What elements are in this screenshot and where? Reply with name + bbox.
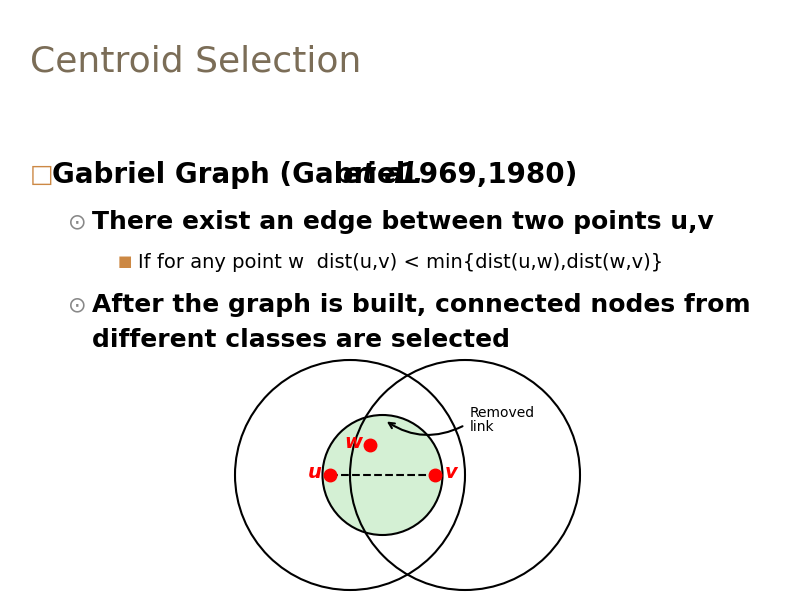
Text: If for any point w  dist(u,v) < min{dist(u,w),dist(w,v)}: If for any point w dist(u,v) < min{dist(…: [138, 252, 663, 271]
Text: ⊙: ⊙: [68, 295, 87, 315]
Text: 1969,1980): 1969,1980): [390, 161, 577, 189]
Text: v: v: [445, 462, 458, 481]
Text: After the graph is built, connected nodes from: After the graph is built, connected node…: [92, 293, 750, 317]
Text: et al.: et al.: [343, 161, 423, 189]
Text: different classes are selected: different classes are selected: [92, 328, 510, 352]
Circle shape: [322, 415, 442, 535]
Text: Removed: Removed: [470, 406, 535, 420]
Text: Centroid Selection: Centroid Selection: [30, 45, 361, 79]
Text: There exist an edge between two points u,v: There exist an edge between two points u…: [92, 210, 714, 234]
Text: u: u: [308, 462, 322, 481]
Text: Gabriel Graph (Gabriel: Gabriel Graph (Gabriel: [52, 161, 415, 189]
Text: w: w: [344, 433, 362, 452]
Text: ■: ■: [118, 255, 133, 270]
Text: link: link: [470, 420, 495, 434]
Text: □: □: [30, 163, 54, 187]
Text: ⊙: ⊙: [68, 212, 87, 232]
